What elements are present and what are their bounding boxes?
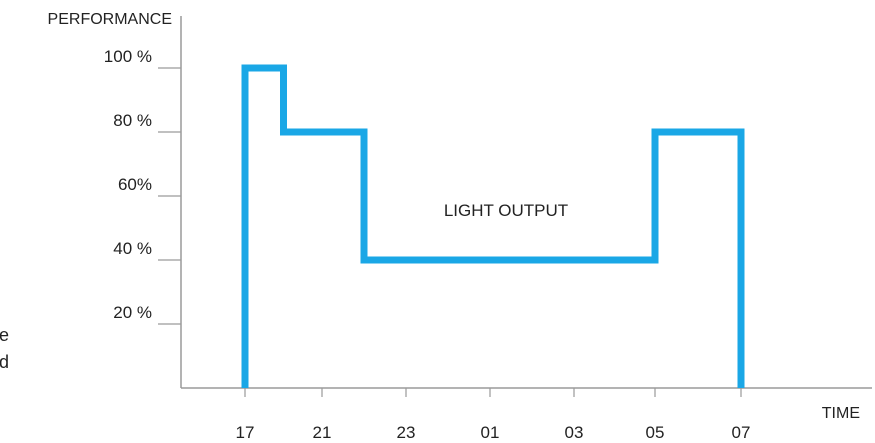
x-tick-label: 17	[236, 423, 255, 442]
x-ticks-group: 17 21 23 01 03 05 07	[236, 388, 751, 442]
light-output-annotation: LIGHT OUTPUT	[444, 201, 568, 220]
cut-text-line-2: d	[0, 352, 9, 372]
x-tick-label: 05	[646, 423, 665, 442]
x-tick-label: 03	[565, 423, 584, 442]
y-tick-label: 100 %	[104, 47, 152, 66]
x-axis-title: TIME	[822, 405, 860, 422]
y-tick-label: 80 %	[113, 111, 152, 130]
series-layer	[241, 64, 745, 388]
y-tick-label: 60%	[118, 175, 152, 194]
y-tick-label: 40 %	[113, 239, 152, 258]
x-tick-label: 07	[732, 423, 751, 442]
y-ticks-group: 100 % 80 % 60% 40 % 20 %	[104, 47, 181, 325]
y-axis-title: PERFORMANCE	[48, 11, 172, 28]
series-line-light-output	[241, 64, 745, 388]
cut-text-line-1: e	[0, 325, 9, 345]
y-tick-label: 20 %	[113, 303, 152, 322]
x-tick-label: 01	[481, 423, 500, 442]
x-tick-label: 21	[313, 423, 332, 442]
x-tick-label: 23	[397, 423, 416, 442]
